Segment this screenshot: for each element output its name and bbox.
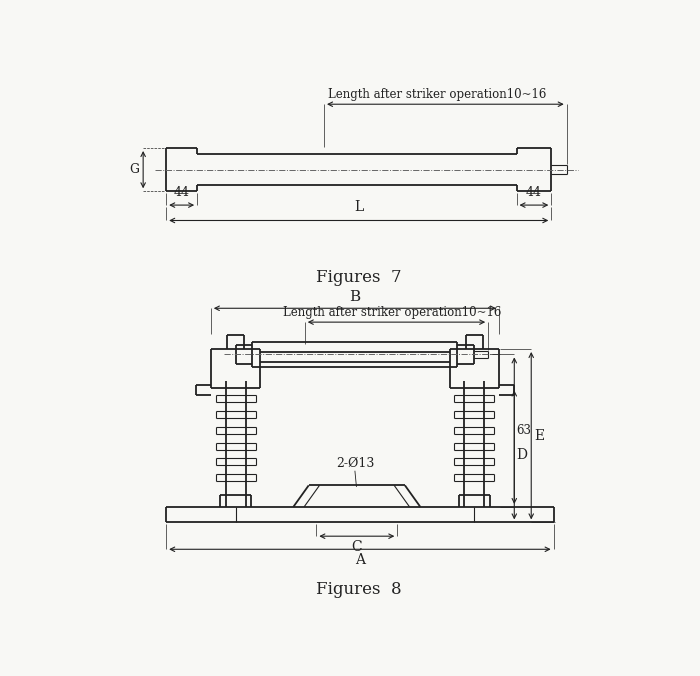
Text: E: E <box>534 429 545 443</box>
Text: Length after striker operation10~16: Length after striker operation10~16 <box>284 306 502 319</box>
Text: Figures  7: Figures 7 <box>316 269 402 286</box>
Text: 44: 44 <box>526 186 542 199</box>
Text: Figures  8: Figures 8 <box>316 581 402 598</box>
Text: D: D <box>517 448 528 462</box>
Text: 44: 44 <box>174 186 190 199</box>
Text: C: C <box>351 540 362 554</box>
Text: A: A <box>355 553 365 567</box>
Text: G: G <box>129 163 139 176</box>
Text: L: L <box>354 200 363 214</box>
Text: Length after striker operation10~16: Length after striker operation10~16 <box>328 88 547 101</box>
Text: 2-Ø13: 2-Ø13 <box>336 457 374 470</box>
Text: B: B <box>349 291 360 304</box>
Text: 63: 63 <box>517 425 531 437</box>
